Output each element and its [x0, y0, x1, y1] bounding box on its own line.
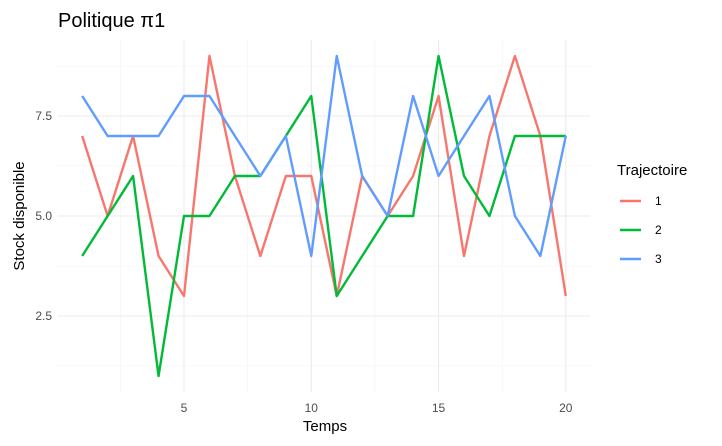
y-tick-label: 2.5 — [35, 309, 52, 323]
legend-label-3: 3 — [655, 252, 662, 266]
y-tick-label: 7.5 — [35, 109, 52, 123]
legend-title: Trajectoire — [617, 162, 687, 179]
y-tick-label: 5.0 — [35, 209, 52, 223]
series-line-1 — [81, 54, 568, 298]
x-axis-title: Temps — [303, 418, 347, 435]
series-line-3 — [81, 54, 567, 258]
legend-label-2: 2 — [655, 223, 662, 237]
x-tick-label: 5 — [181, 401, 188, 415]
x-tick-label: 20 — [559, 401, 573, 415]
y-axis-ticks: 2.5 5.0 7.5 — [35, 109, 52, 323]
chart-title: Politique π1 — [58, 10, 165, 32]
plot-area — [58, 40, 590, 392]
series-line-2 — [81, 54, 566, 378]
y-axis-title: Stock disponible — [11, 161, 28, 270]
x-axis-ticks: 5 10 15 20 — [181, 401, 573, 415]
legend-items: 1 2 3 — [620, 194, 662, 266]
series-lines — [81, 54, 568, 378]
x-tick-label: 15 — [432, 401, 446, 415]
legend: Trajectoire 1 2 3 — [617, 162, 687, 266]
x-tick-label: 10 — [305, 401, 319, 415]
legend-label-1: 1 — [655, 194, 662, 208]
